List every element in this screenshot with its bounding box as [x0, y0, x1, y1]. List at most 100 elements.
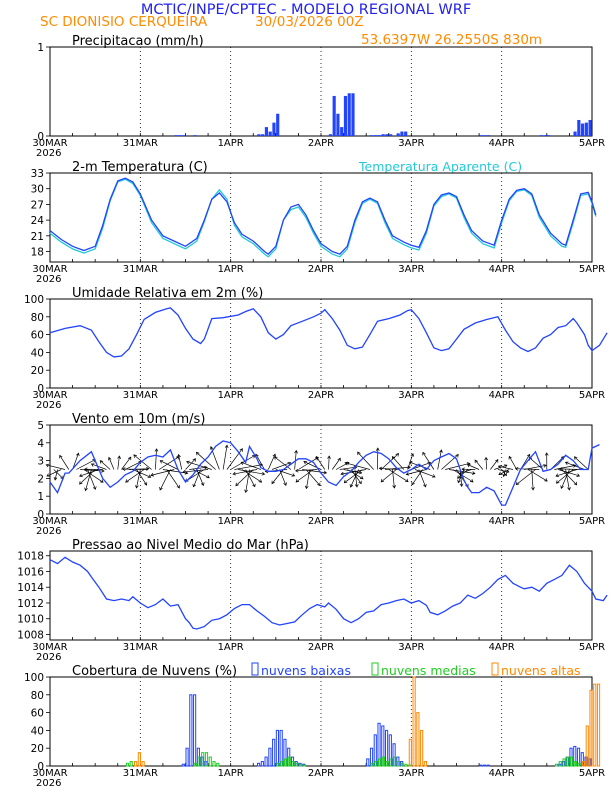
wind-arrow	[529, 458, 543, 470]
wind-arrow	[46, 465, 65, 470]
wind-arrow	[223, 445, 227, 469]
wind-arrow	[560, 469, 581, 470]
cloud-mid-bar	[405, 764, 407, 766]
x-tick-label: 4APR	[489, 768, 515, 779]
precip-bar	[385, 134, 388, 136]
temperature-line	[50, 178, 596, 254]
wind-arrow	[133, 470, 151, 478]
cloud-low-bar	[190, 695, 192, 766]
cloud-low-bar	[194, 695, 196, 766]
precip-bar	[378, 135, 381, 136]
cloud-mid-bar	[130, 762, 132, 766]
precip-bar	[487, 135, 490, 136]
y-tick-label: 80	[31, 312, 44, 324]
y-tick-label: 20	[31, 365, 44, 377]
precip-bar	[276, 114, 279, 136]
x-tick-label: 3APR	[398, 516, 424, 527]
y-tick-label: 0	[37, 761, 44, 773]
cloud-low-bar	[483, 765, 485, 766]
precip-bar	[589, 120, 592, 136]
x-tick-label: 3APR	[398, 642, 424, 653]
precip-bar	[483, 135, 486, 136]
legend-high-swatch	[492, 663, 498, 675]
precip-bar	[389, 134, 392, 136]
precip-bar	[543, 135, 546, 136]
precip-bar	[577, 120, 580, 136]
precip-bar	[178, 135, 181, 136]
x-tick-label: 1APR	[218, 390, 244, 401]
cloud-low-bar	[276, 730, 278, 766]
pressure-line	[50, 557, 607, 629]
cloud-low-bar	[280, 730, 282, 766]
x-tick-label: 3APR	[398, 390, 424, 401]
wind-arrow	[441, 454, 458, 469]
x-tick-label: 4APR	[489, 264, 515, 275]
wind-arrow	[467, 465, 479, 470]
cloud-low-bar	[261, 762, 263, 766]
cloud-high-bar	[142, 762, 144, 766]
y-tick-label: 1	[37, 42, 44, 54]
x-tick-label: 5APR	[579, 768, 605, 779]
y-tick-label: 1	[37, 491, 44, 503]
legend-mid-swatch	[372, 663, 378, 675]
y-tick-label: 24	[31, 215, 45, 227]
y-tick-label: 60	[31, 330, 44, 342]
precip-bar	[175, 135, 178, 136]
cloud-high-bar	[413, 677, 415, 766]
x-tick-label: 3APR	[398, 138, 424, 149]
precip-bar	[382, 134, 385, 136]
x-tick-label: 5APR	[579, 264, 605, 275]
cloud-high-bar	[590, 690, 592, 766]
wind-arrow	[486, 458, 487, 470]
wind-arrow	[392, 457, 403, 470]
cloud-mid-bar	[555, 764, 557, 766]
wind-arrow	[233, 470, 257, 475]
cloud-low-bar	[269, 748, 271, 766]
y-tick-label: 1008	[17, 629, 44, 641]
x-tick-label: 5APR	[579, 138, 605, 149]
legend-mid-label: nuvens medias	[381, 663, 476, 678]
wind-arrow	[509, 456, 516, 469]
cloud-low-bar	[273, 739, 275, 766]
y-tick-label: 27	[31, 199, 44, 211]
wind-arrow	[304, 461, 321, 469]
x-tick-label: 4APR	[489, 138, 515, 149]
y-tick-label: 0	[37, 131, 44, 143]
x-tick-label: 4APR	[489, 516, 515, 527]
x-tick-label: 4APR	[489, 642, 515, 653]
x-tick-label: 1APR	[218, 768, 244, 779]
wind-arrow	[296, 470, 313, 482]
y-tick-label: 20	[31, 743, 44, 755]
wind-arrow	[490, 460, 497, 470]
precip-bar	[269, 132, 272, 136]
cloud-mid-bar	[126, 763, 128, 766]
x-tick-label: 1APR	[218, 642, 244, 653]
x-year-label: 2026	[36, 526, 61, 537]
wind-arrow	[438, 450, 442, 469]
x-tick-label: 31MAR	[123, 516, 158, 527]
cloud-low-bar	[367, 759, 369, 766]
precip-bar	[547, 135, 550, 136]
wind-arrow	[329, 456, 330, 469]
precip-bar	[272, 123, 275, 136]
y-tick-label: 1014	[17, 582, 44, 594]
cloud-high-bar	[597, 684, 599, 766]
y-tick-label: 0	[37, 383, 44, 395]
cloud-mid-bar	[217, 763, 219, 766]
x-tick-label: 3APR	[398, 264, 424, 275]
y-tick-label: 2	[37, 473, 44, 485]
wind-arrow	[389, 470, 408, 482]
wind-arrow	[238, 470, 264, 475]
wind-arrow	[227, 449, 242, 470]
x-year-label: 2026	[36, 400, 61, 411]
precip-bar	[333, 96, 336, 136]
y-tick-label: 30	[31, 184, 44, 196]
precip-bar	[585, 123, 588, 136]
cloud-low-bar	[487, 765, 489, 766]
cloud-high-bar	[594, 684, 596, 766]
